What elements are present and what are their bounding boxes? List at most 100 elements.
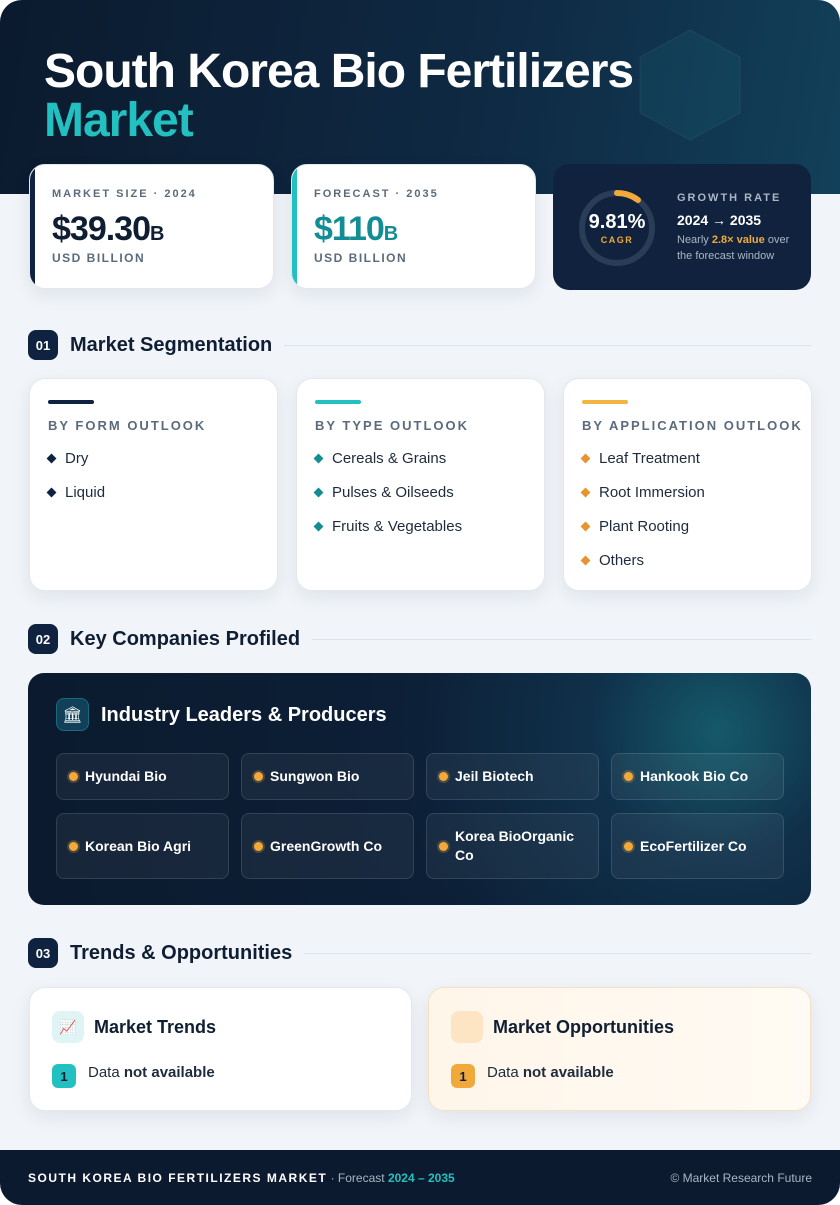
item-text: Others [599, 552, 645, 569]
hexagon [639, 29, 741, 141]
unit: B [150, 223, 164, 245]
card-title: Market Trends [94, 1017, 217, 1037]
card-title: Market Opportunities [493, 1017, 675, 1037]
title: South Korea Bio Fertilizers [44, 45, 634, 98]
company-name: EcoFertilizer Co [640, 837, 747, 854]
segment-item: Liquid [46, 484, 106, 501]
text: over the forecast window [677, 234, 790, 262]
icon: 🏛 [56, 698, 89, 731]
value: $39.30 [52, 210, 151, 248]
growth-period: 2024 → 2035 [677, 212, 762, 228]
badge: 1 [52, 1064, 76, 1088]
card-text: Data not available [88, 1064, 215, 1081]
panel-title: Industry Leaders & Producers [101, 704, 387, 726]
bullet [624, 772, 633, 781]
text: Data [487, 1064, 519, 1081]
highlight: 2.8× value [711, 234, 765, 246]
unit: B [383, 223, 398, 245]
company-name: Korean Bio Agri [85, 837, 192, 854]
icon: 📈 [52, 1011, 84, 1043]
section-title: Trends & Opportunities [70, 941, 293, 964]
bullet [313, 453, 324, 464]
company-chip: Sungwon Bio [241, 753, 414, 800]
text: Data [88, 1064, 120, 1081]
accent [582, 400, 628, 404]
bullet [624, 841, 633, 851]
item-text: Root Immersion [599, 484, 705, 501]
company-chip: Korean Bio Agri [56, 813, 229, 879]
company-chip: GreenGrowth Co [241, 813, 414, 879]
text-bold: not available [522, 1064, 614, 1081]
item-text: Pulses & Oilseeds [332, 484, 454, 501]
title-highlight: Market [44, 94, 194, 147]
company-chip: Hankook Bio Co [611, 753, 784, 800]
cagr-label: CAGR [600, 235, 634, 245]
company-chip: Korea BioOrganic Co [426, 813, 599, 879]
footer-title: SOUTH KOREA BIO FERTILIZERS MARKET [28, 1170, 328, 1185]
segment-title: BY APPLICATION OUTLOOK [582, 418, 803, 433]
segment-item: Dry [46, 450, 89, 467]
badge: 1 [451, 1064, 475, 1088]
item-text: Leaf Treatment [599, 450, 700, 467]
company-name: Hyundai Bio [85, 768, 167, 784]
item-text: Liquid [65, 484, 106, 501]
item-text: Plant Rooting [599, 518, 690, 535]
company-name: Hankook Bio Co [640, 768, 749, 784]
bullet [69, 841, 78, 851]
header: South Korea Bio Fertilizers Market [0, 0, 840, 194]
company-name: Korea BioOrganic Co [455, 828, 575, 863]
growth-note: Nearly 2.8× value over the forecast wind… [677, 232, 802, 264]
trend-card: 📈 Market Trends 1 Data not available [29, 987, 412, 1111]
footer-copyright: © Market Research Future [670, 1170, 812, 1185]
bullet [69, 772, 78, 781]
stat-note: USD BILLION [52, 251, 146, 265]
segment-title: BY FORM OUTLOOK [48, 418, 207, 433]
item-text: Cereals & Grains [332, 450, 447, 467]
segment-item: Fruits & Vegetables [313, 518, 463, 535]
company-name: GreenGrowth Co [270, 837, 383, 854]
company-chip: Jeil Biotech [426, 753, 599, 800]
bullet [439, 841, 448, 851]
stat-value: $110B [314, 210, 398, 249]
section-number: 03 [28, 938, 58, 968]
footer: SOUTH KOREA BIO FERTILIZERS MARKET · For… [0, 1150, 840, 1205]
bullet [580, 521, 591, 532]
bullet [439, 772, 448, 781]
company-chip: EcoFertilizer Co [611, 813, 784, 879]
company-name: Jeil Biotech [455, 768, 534, 784]
company-name: Sungwon Bio [270, 768, 360, 784]
segment-item: Pulses & Oilseeds [313, 484, 454, 501]
segment-card: BY APPLICATION OUTLOOK Leaf Treatment Root… [563, 378, 812, 591]
bullet [46, 487, 57, 498]
segment-card: BY FORM OUTLOOK Dry Liquid [29, 378, 278, 591]
segment-item: Leaf Treatment [580, 450, 700, 467]
cagr-ring [579, 190, 655, 266]
item-text: Dry [65, 450, 89, 467]
section-heading: 01 Market Segmentation [28, 330, 811, 360]
segment-item: Cereals & Grains [313, 450, 447, 467]
item-text: Fruits & Vegetables [332, 518, 463, 535]
section-number: 01 [28, 330, 58, 360]
bullet [313, 487, 324, 498]
text: Nearly [677, 234, 709, 246]
growth-label: GROWTH RATE [677, 192, 782, 204]
bullet [580, 453, 591, 464]
stat-value: $39.30B [52, 210, 164, 249]
bullet [580, 487, 591, 498]
stat-card: FORECAST · 2035 $110B USD BILLION [291, 164, 536, 289]
accent [48, 400, 94, 404]
section-heading: 02 Key Companies Profiled [28, 624, 811, 654]
segment-item: Plant Rooting [580, 518, 690, 535]
company-chip: Hyundai Bio [56, 753, 229, 800]
footer-period: 2024 – 2035 [387, 1170, 455, 1185]
stat-note: USD BILLION [314, 251, 408, 265]
growth-card: 9.81% CAGR GROWTH RATE 2024 → 2035 Nearl… [553, 164, 811, 290]
section-title: Key Companies Profiled [70, 627, 301, 650]
trend-card: Market Opportunities 1 Data not availabl… [428, 987, 811, 1111]
section-heading: 03 Trends & Opportunities [28, 938, 811, 968]
value: $110 [314, 210, 385, 248]
segment-item: Root Immersion [580, 484, 705, 501]
cagr-value: 9.81% [588, 211, 646, 233]
bullet [254, 841, 263, 851]
